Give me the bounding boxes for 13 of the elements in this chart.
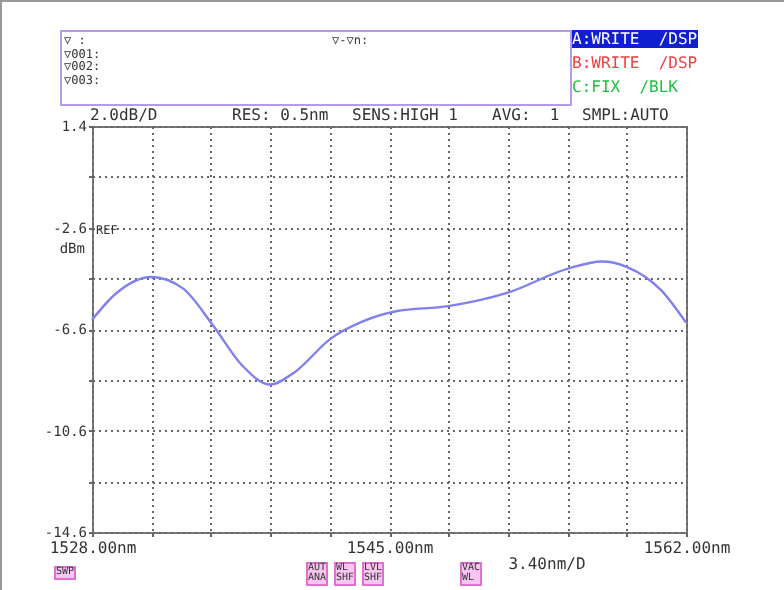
text: 2.0dB/D (90, 106, 158, 124)
text: B:WRITE /DSP (572, 54, 698, 72)
x-tick-label: 1528.00nm (49, 539, 137, 557)
text: A:WRITE /DSP (572, 30, 698, 48)
text: RES: 0.5nm (232, 106, 329, 124)
x-tick-label: 1545.00nm (346, 539, 434, 557)
x-axis-title: 3.40nm/D (508, 555, 586, 573)
text: SENS:HIGH 1 (352, 106, 458, 124)
text: SMPL:AUTO (582, 106, 669, 124)
text: AVG: 1 (492, 106, 560, 124)
text: C:FIX /BLK (572, 78, 678, 96)
x-tick-label: 1562.00nm (643, 539, 731, 557)
line-series (90, 260, 688, 386)
